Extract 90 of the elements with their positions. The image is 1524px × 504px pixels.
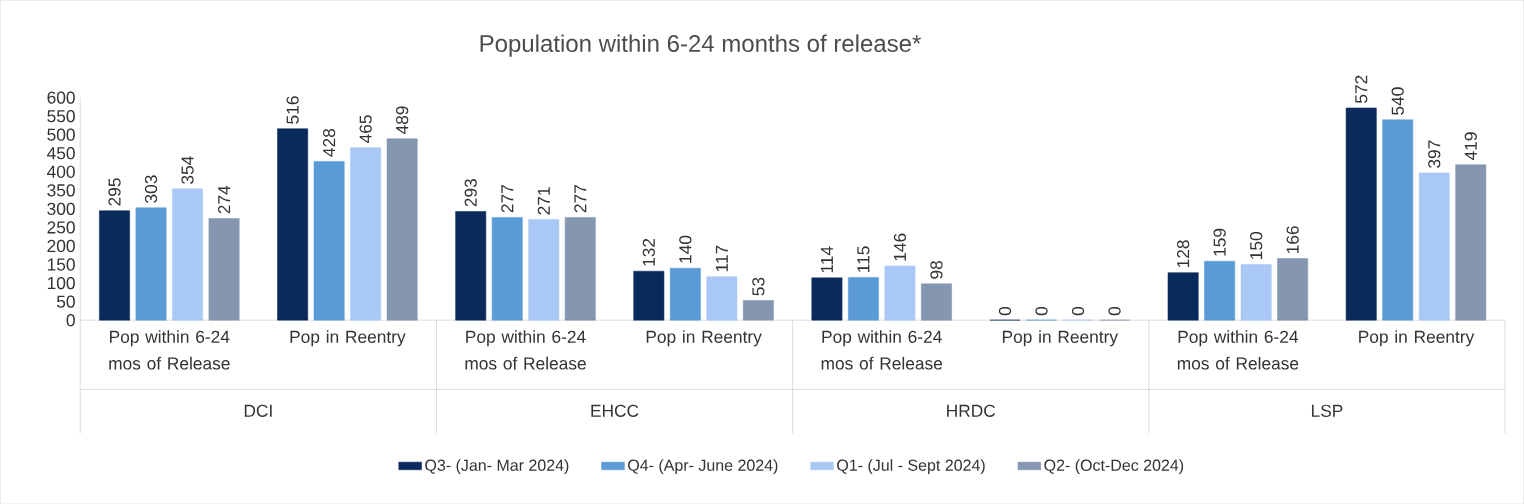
bar <box>1167 272 1199 321</box>
data-label: 128 <box>1176 240 1190 267</box>
y-tick-label: 450 <box>47 146 75 160</box>
text: DCI <box>244 404 272 417</box>
legend-label: Q4- (Apr- June 2024) <box>628 458 778 474</box>
data-label: 516 <box>286 96 299 124</box>
y-tick-label: 400 <box>47 165 75 178</box>
data-label: 115 <box>857 246 870 272</box>
chart-title: Population within 6-24 months of release* <box>480 34 921 57</box>
x-tick-label: Pop within 6-24 mos of Release <box>821 330 943 370</box>
x-tick-label: Pop in Reentry <box>290 330 406 347</box>
data-label: 98 <box>930 260 943 279</box>
bar <box>1240 264 1272 321</box>
bar <box>848 277 879 321</box>
data-label: 274 <box>218 185 231 214</box>
bar <box>386 138 418 321</box>
data-label: 397 <box>1428 140 1441 168</box>
bar <box>172 188 203 321</box>
bar <box>884 265 916 321</box>
y-tick-label: 600 <box>47 91 75 104</box>
text: HRDC <box>947 404 996 417</box>
y-tick-label: 150 <box>47 258 75 271</box>
bar <box>455 211 487 321</box>
bar <box>135 207 167 321</box>
data-label: 166 <box>1286 225 1299 253</box>
bar <box>921 283 952 321</box>
data-label: 572 <box>1355 75 1368 103</box>
bar <box>742 300 774 321</box>
y-tick-label: 350 <box>47 184 75 197</box>
data-label: 150 <box>1250 231 1263 259</box>
bar <box>564 216 596 321</box>
y-tick-label: 550 <box>47 109 75 123</box>
legend-label: Q2- (Oct-Dec 2024) <box>1044 458 1184 474</box>
data-label: 354 <box>181 156 194 184</box>
y-tick-label: 200 <box>47 239 75 252</box>
bar <box>208 218 240 321</box>
data-label: 146 <box>893 233 907 261</box>
bar <box>528 219 560 321</box>
bar <box>1455 164 1487 321</box>
x-tick-label: Pop within 6-24 mos of Release <box>465 330 586 370</box>
data-label: 53 <box>752 277 765 296</box>
data-label: 0 <box>1035 306 1048 316</box>
bar <box>1345 107 1377 321</box>
data-label: 0 <box>1071 306 1085 316</box>
legend-label: Q3- (Jan- Mar 2024) <box>425 458 569 474</box>
bar <box>1204 260 1236 321</box>
data-label: 277 <box>574 184 587 213</box>
bar <box>1277 258 1309 321</box>
data-label: 540 <box>1391 87 1404 115</box>
data-label: 140 <box>679 235 692 263</box>
data-label: 114 <box>820 246 833 273</box>
text: LSP <box>1311 404 1343 417</box>
bar <box>706 276 738 321</box>
data-label: 0 <box>998 306 1012 316</box>
bar <box>811 277 843 321</box>
x-tick-label: Pop in Reentry <box>646 330 762 347</box>
data-label: 159 <box>1213 228 1226 256</box>
bar <box>491 216 523 321</box>
text: EHCC <box>591 404 639 417</box>
y-tick-label: 300 <box>47 202 75 215</box>
x-tick-label: Pop within 6-24 mos of Release <box>1177 330 1299 370</box>
bar <box>277 128 309 321</box>
data-label: 293 <box>464 178 477 207</box>
data-label: 132 <box>642 238 655 266</box>
data-label: 0 <box>1108 306 1121 316</box>
x-tick-label: Pop within 6-24 mos of Release <box>109 330 230 370</box>
legend-label: Q1- (Jul - Sept 2024) <box>837 458 985 474</box>
bar <box>669 267 701 321</box>
bar <box>350 147 382 321</box>
y-tick-label: 250 <box>47 221 75 234</box>
x-tick-label: Pop in Reentry <box>1002 330 1118 347</box>
data-label: 277 <box>501 184 514 213</box>
bar <box>1418 172 1450 321</box>
data-label: 428 <box>323 128 336 157</box>
bar <box>313 160 345 321</box>
y-tick-label: 0 <box>66 313 75 327</box>
data-label: 489 <box>396 106 409 134</box>
bar <box>99 210 130 321</box>
data-label: 465 <box>359 115 372 143</box>
bar <box>633 270 665 321</box>
bar <box>1382 119 1414 321</box>
data-label: 117 <box>715 245 728 271</box>
data-label: 419 <box>1464 132 1477 160</box>
y-tick-label: 100 <box>47 276 75 290</box>
x-tick-label: Pop in Reentry <box>1359 330 1475 347</box>
data-label: 295 <box>108 178 121 206</box>
data-label: 303 <box>144 175 158 203</box>
y-tick-label: 50 <box>56 295 75 308</box>
data-label: 271 <box>537 187 550 215</box>
y-tick-label: 500 <box>47 128 75 141</box>
